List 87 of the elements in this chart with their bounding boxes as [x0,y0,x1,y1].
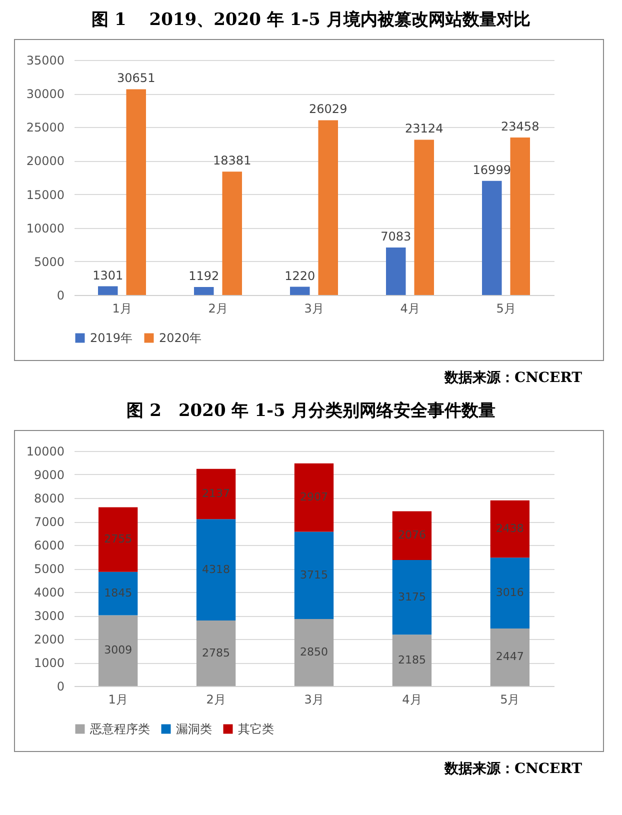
bar [98,286,118,295]
y-tick-label: 5000 [34,562,64,576]
bar [98,572,138,616]
bar [318,120,338,295]
data-label: 1845 [104,586,132,600]
bar [290,286,310,295]
data-label: 2137 [202,486,230,500]
bar [294,463,334,532]
data-label: 2785 [202,646,230,660]
source-note: 数据来源：CNCERT [443,369,582,387]
y-tick-label: 0 [56,680,64,694]
bar [196,468,236,520]
x-tick-label: 2月 [208,302,228,316]
y-tick-label: 35000 [26,54,64,68]
data-label: 1220 [284,268,316,283]
bar [490,500,530,558]
data-label: 2447 [496,650,524,664]
x-tick-label: 3月 [304,302,324,316]
x-tick-label: 5月 [496,302,516,316]
bar [510,137,530,295]
bar [482,180,502,295]
data-label: 30651 [117,71,156,86]
y-tick-label: 0 [56,288,64,302]
bar [196,620,236,686]
legend-label: 恶意程序类 [89,722,150,736]
legend-label: 2020年 [159,331,202,345]
y-tick-label: 2000 [34,632,64,646]
data-label: 2850 [300,646,328,659]
bar [392,511,432,560]
data-label: 2076 [398,528,426,542]
bar [490,628,530,686]
data-label: 1301 [92,268,124,282]
bar [194,286,214,295]
legend-label: 其它类 [238,722,274,736]
x-tick-label: 4月 [400,302,420,316]
y-tick-label: 3000 [34,609,64,623]
y-tick-label: 6000 [34,538,64,552]
source-note: 数据来源：CNCERT [443,760,582,778]
data-label: 3016 [496,586,524,600]
data-label: 3009 [104,644,132,657]
x-tick-label: 1月 [112,302,132,316]
bar [98,507,138,572]
y-tick-label: 25000 [26,120,64,135]
x-tick-label: 2月 [206,692,226,706]
x-tick-label: 3月 [304,692,324,706]
bar [414,140,434,295]
legend-label: 漏洞类 [176,722,212,736]
chart-title: 图 2 2020 年 1-5 月分类别网络安全事件数量 [126,400,496,422]
bar [196,519,236,621]
data-label: 2907 [300,490,328,504]
bar [392,560,432,635]
x-tick-label: 5月 [500,692,520,706]
data-label: 26029 [309,102,348,116]
data-label: 18381 [213,154,252,168]
y-tick-label: 7000 [34,515,64,529]
y-tick-label: 20000 [26,154,64,168]
chart-title: 图 1 2019、2020 年 1-5 月境内被篡改网站数量对比 [90,9,532,31]
bar [490,558,530,628]
data-label: 2438 [496,522,524,535]
data-label: 4318 [202,562,230,576]
x-tick-label: 4月 [402,692,422,706]
bar [126,89,146,295]
y-tick-label: 5000 [34,254,64,269]
bar [392,634,432,686]
data-label: 2185 [398,653,426,666]
bar [294,532,334,620]
y-tick-label: 10000 [26,221,64,236]
data-label: 7083 [380,229,412,244]
data-label: 1192 [188,268,220,283]
y-tick-label: 4000 [34,586,64,600]
data-label: 2755 [104,532,132,546]
data-label: 23458 [501,119,540,134]
bar [294,619,334,686]
bar [222,172,242,295]
y-tick-label: 15000 [26,188,64,202]
data-label: 3715 [300,568,328,582]
legend-label: 2019年 [90,331,133,345]
bar [98,615,138,686]
y-tick-label: 9000 [34,468,64,482]
y-tick-label: 10000 [26,444,64,458]
bar [386,247,406,295]
data-label: 23124 [405,122,444,136]
data-label: 3175 [398,590,426,604]
y-tick-label: 1000 [34,656,64,670]
y-tick-label: 8000 [34,492,64,506]
x-tick-label: 1月 [108,692,128,706]
y-tick-label: 30000 [26,87,64,102]
